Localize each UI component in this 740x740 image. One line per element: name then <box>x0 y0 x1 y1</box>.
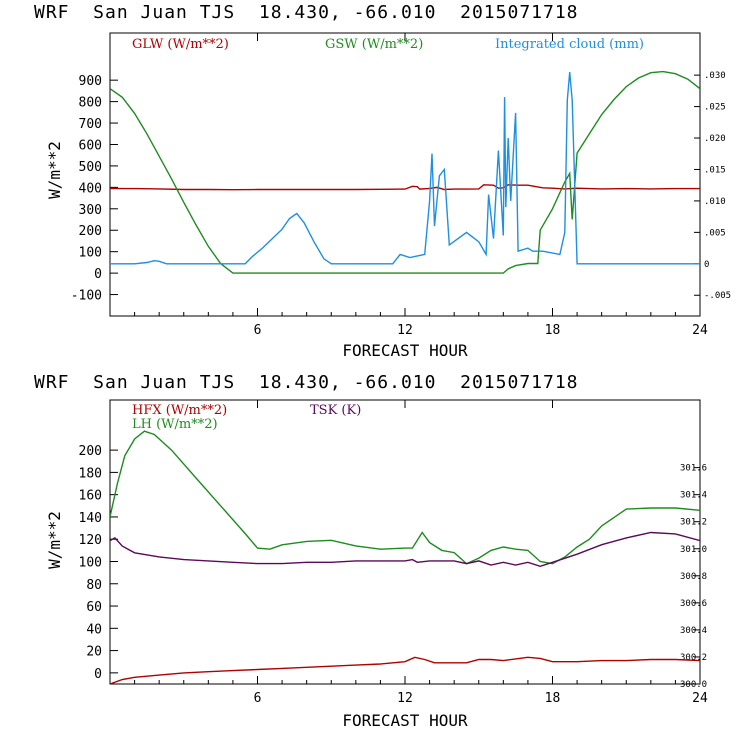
y-tick-label: 20 <box>86 645 102 660</box>
legend-entry: LH (W/m**2) <box>132 417 218 432</box>
y-tick-label: 160 <box>79 489 102 504</box>
x-tick-label: 12 <box>397 323 413 338</box>
y2-tick-label: 300.6 <box>680 599 707 609</box>
y2-tick-label: 300.8 <box>680 572 707 582</box>
y-tick-label: 600 <box>79 138 102 153</box>
y2-tick-label: -.005 <box>704 291 731 301</box>
y-tick-label: 300 <box>79 203 102 218</box>
y2-tick-label: .015 <box>704 165 726 175</box>
y2-tick-label: .025 <box>704 103 726 113</box>
y-tick-label: 200 <box>79 224 102 239</box>
series-line-tsk <box>110 531 700 568</box>
y2-tick-label: 300.0 <box>680 680 707 690</box>
y-tick-label: -100 <box>71 289 102 304</box>
chart-2-fluxes: 6 12 18 24 0 20 40 60 80 100 120 140 160 180 200 300.0 3… <box>45 399 708 730</box>
y-tick-label: 100 <box>79 555 102 570</box>
series-line-integrated <box>110 71 700 265</box>
series-line-lh <box>110 430 700 565</box>
y2-tick-label: .010 <box>704 197 726 207</box>
chart-1-radiation: 6 12 18 24 -100 0 100 200 300 400 500 600 700 800 900 -… <box>45 32 731 360</box>
chart-2-title: WRF San Juan TJS 18.430, -66.010 2015071… <box>34 372 579 393</box>
y-tick-label: 0 <box>94 267 102 282</box>
y-tick-label: 0 <box>94 667 102 682</box>
y2-tick-label: 301.4 <box>680 491 707 501</box>
y-tick-label: 60 <box>86 600 102 615</box>
y-axis-label: W/m**2 <box>45 141 64 199</box>
legend-entry: GSW (W/m**2) <box>325 37 423 52</box>
x-axis-label: FORECAST HOUR <box>342 711 468 730</box>
x-tick-label: 24 <box>692 691 708 706</box>
y-tick-label: 80 <box>86 578 102 593</box>
y2-tick-label: 300.2 <box>680 653 707 663</box>
y2-tick-label: .020 <box>704 134 726 144</box>
x-tick-label: 18 <box>545 323 561 338</box>
y-tick-label: 40 <box>86 622 102 637</box>
legend-entry: HFX (W/m**2) <box>132 403 227 418</box>
x-tick-label: 6 <box>254 691 262 706</box>
y2-tick-label: 300.4 <box>680 626 707 636</box>
y2-tick-label: .005 <box>704 228 726 238</box>
series-line-hfx <box>110 656 700 684</box>
chart-1-title: WRF San Juan TJS 18.430, -66.010 2015071… <box>34 2 579 23</box>
y-tick-label: 120 <box>79 533 102 548</box>
y2-tick-label: 301.0 <box>680 545 707 555</box>
series-line-glw <box>110 184 700 191</box>
y2-tick-label: 301.2 <box>680 518 707 528</box>
x-tick-label: 6 <box>254 323 262 338</box>
y2-tick-label: 301.6 <box>680 464 707 474</box>
y-tick-label: 800 <box>79 96 102 111</box>
legend-entry: TSK (K) <box>310 403 361 418</box>
y-tick-label: 140 <box>79 511 102 526</box>
x-tick-label: 12 <box>397 691 413 706</box>
x-tick-label: 24 <box>692 323 708 338</box>
legend-entry: GLW (W/m**2) <box>132 37 229 52</box>
y-tick-label: 900 <box>79 74 102 89</box>
y-tick-label: 200 <box>79 444 102 459</box>
x-axis-label: FORECAST HOUR <box>342 341 468 360</box>
series-line-gsw <box>110 70 700 274</box>
legend-entry: Integrated cloud (mm) <box>495 37 644 52</box>
y2-tick-label: 0 <box>704 260 709 270</box>
x-tick-label: 18 <box>545 691 561 706</box>
y-tick-label: 700 <box>79 117 102 132</box>
y-tick-label: 180 <box>79 466 102 481</box>
y-tick-label: 400 <box>79 181 102 196</box>
y-tick-label: 500 <box>79 160 102 175</box>
y-tick-label: 100 <box>79 246 102 261</box>
y2-tick-label: .030 <box>704 71 726 81</box>
y-axis-label: W/m**2 <box>45 511 64 569</box>
